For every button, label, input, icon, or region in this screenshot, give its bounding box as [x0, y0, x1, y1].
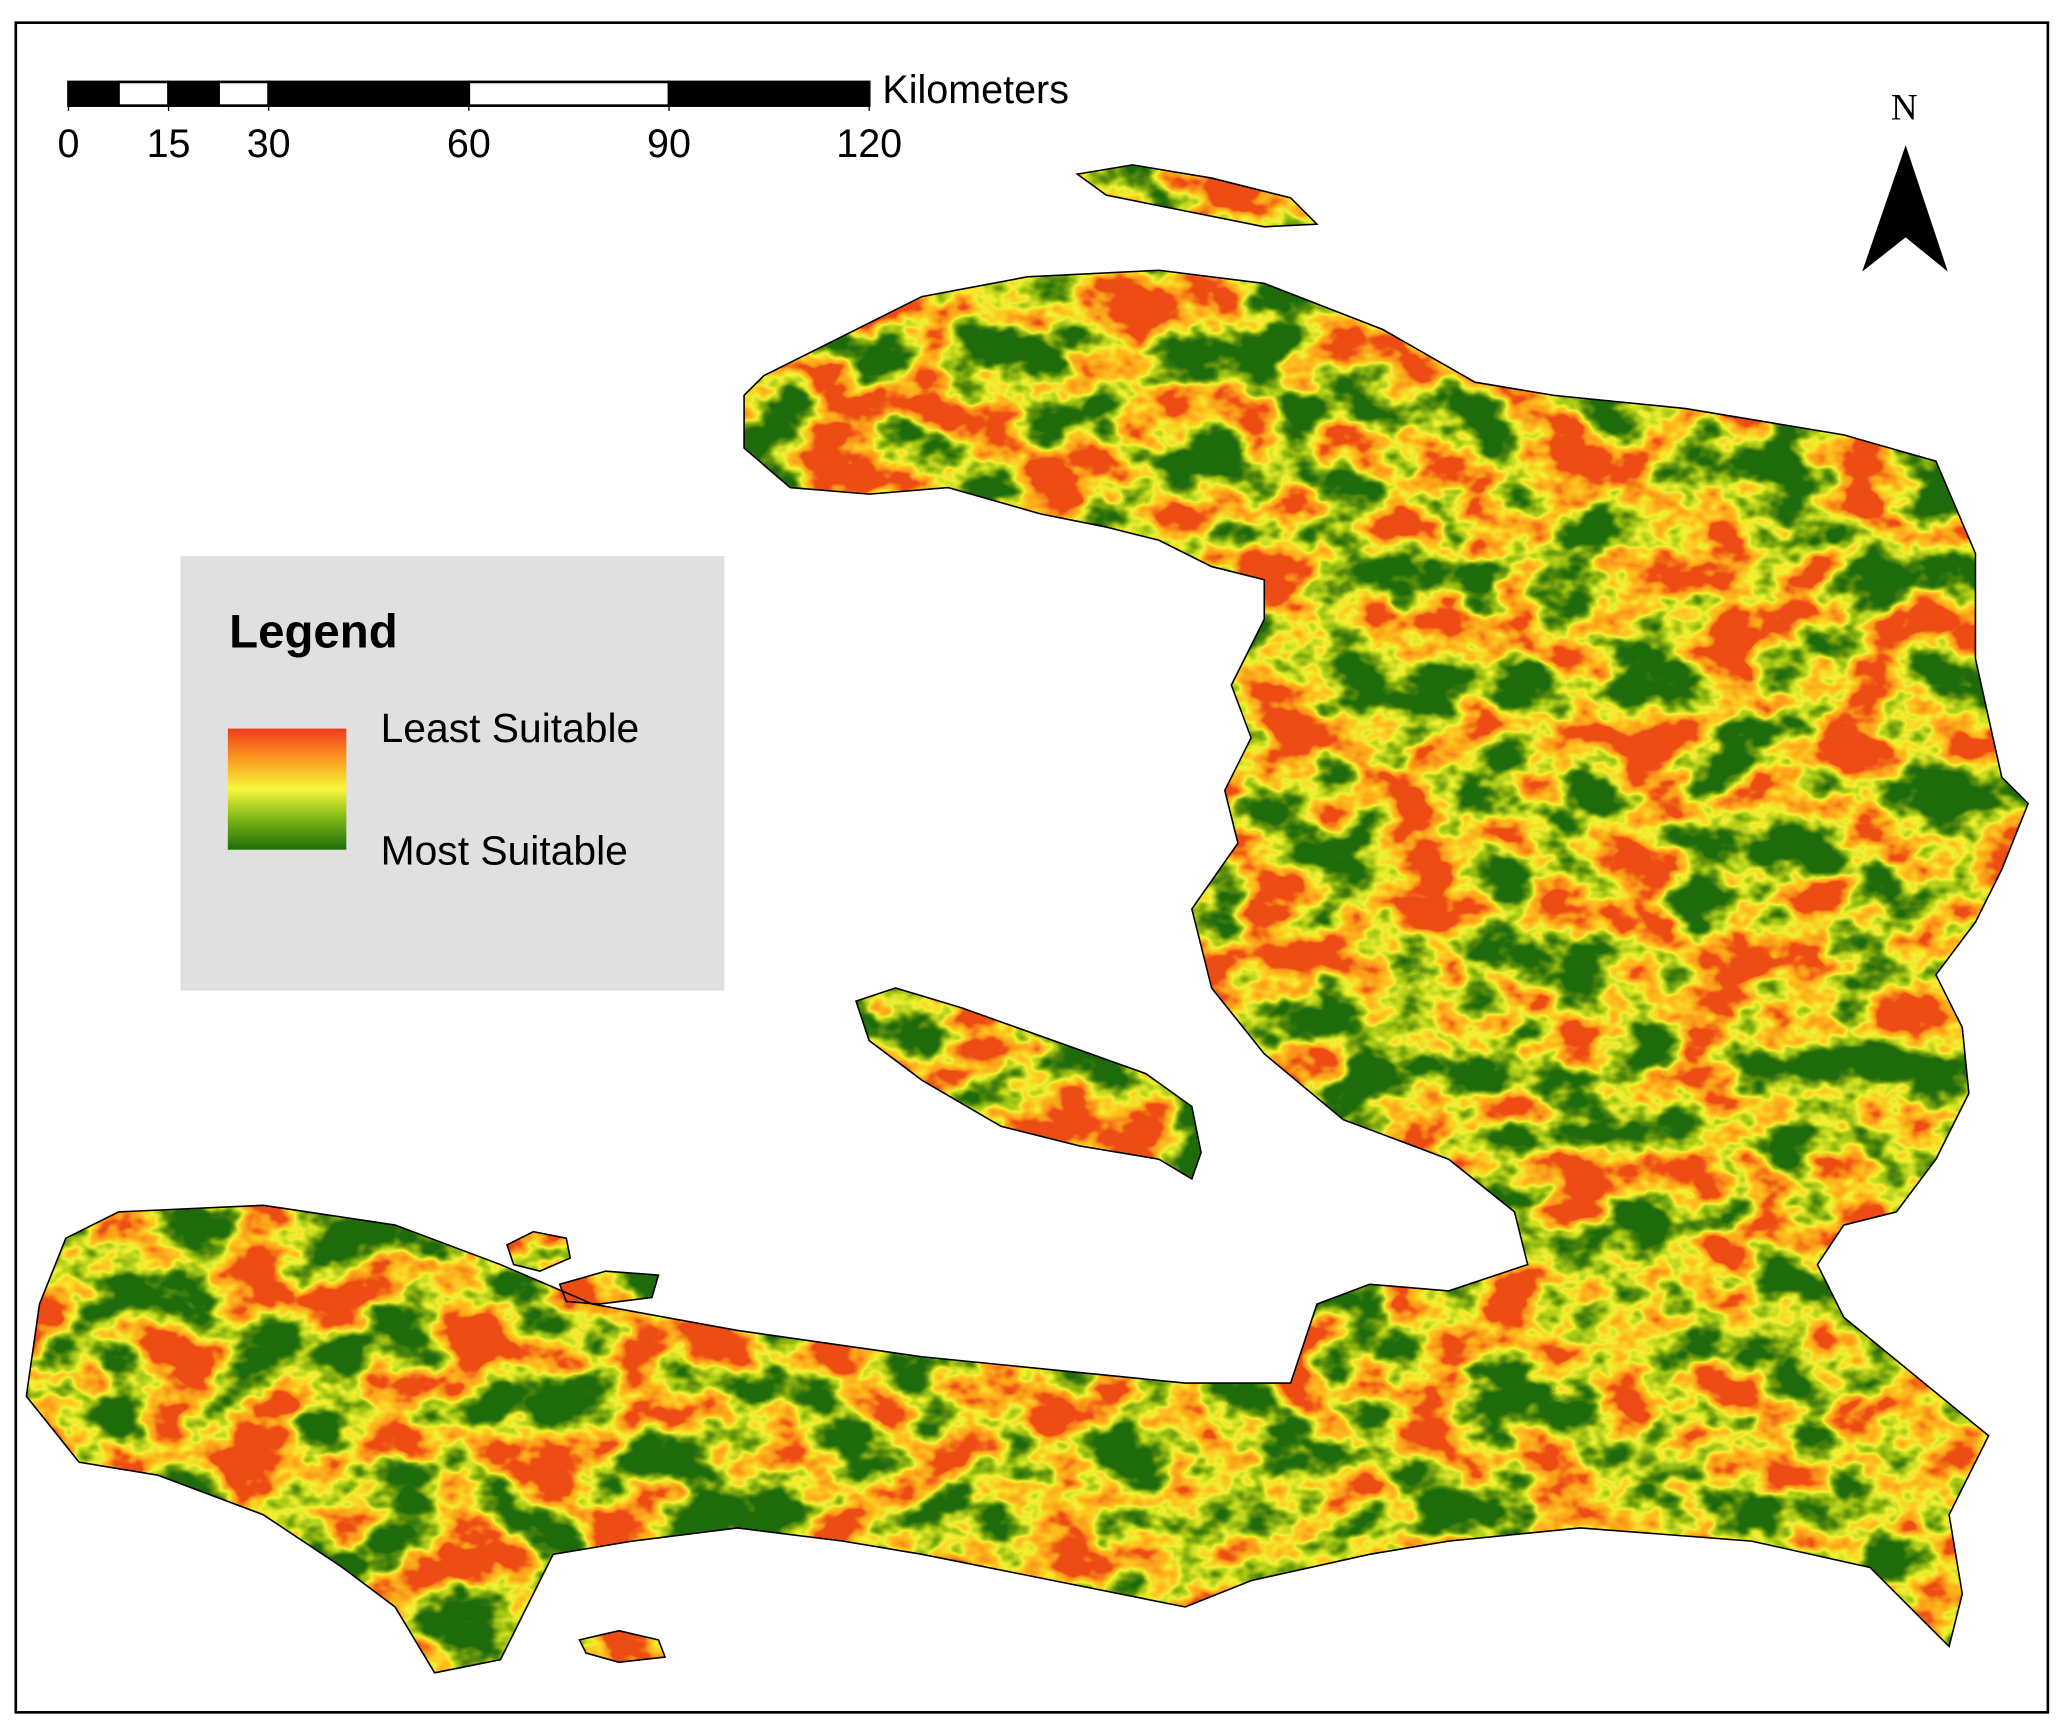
scale-segment [217, 80, 270, 107]
coast-outline [506, 1230, 572, 1272]
scale-unit: Kilometers [882, 68, 1069, 112]
north-label: N [1891, 86, 1918, 127]
scale-segment [117, 80, 170, 107]
scale-segment [467, 80, 671, 107]
coast-outline [855, 987, 1202, 1181]
scale-tick-label: 15 [147, 122, 191, 166]
coast-outline [558, 1270, 660, 1305]
north-arrow: N [1862, 86, 1948, 272]
scale-tick-label: 30 [247, 122, 291, 166]
north-arrow-shape [1862, 145, 1948, 272]
coast-outline [578, 1629, 667, 1664]
scale-tick-label: 60 [447, 122, 491, 166]
scale-segment [167, 80, 220, 107]
scale-segment [667, 80, 871, 107]
legend-item: Most Suitable [381, 827, 628, 873]
scale-tick-label: 90 [647, 122, 691, 166]
legend-ramp [227, 728, 347, 850]
scale-tick-label: 120 [836, 122, 902, 166]
scale-bar: Kilometers 0 15 30 60 90 120 [57, 68, 1068, 166]
coast-outline [25, 269, 2030, 1674]
legend-item: Least Suitable [381, 705, 640, 751]
legend-title: Legend [229, 606, 398, 659]
legend: Legend Least Suitable Most Suitable [180, 556, 725, 991]
coast-outline [1075, 164, 1319, 228]
scale-segment [267, 80, 471, 107]
scale-tick-label: 0 [57, 122, 79, 166]
scale-segment [67, 80, 120, 107]
coastline [25, 164, 2030, 1674]
